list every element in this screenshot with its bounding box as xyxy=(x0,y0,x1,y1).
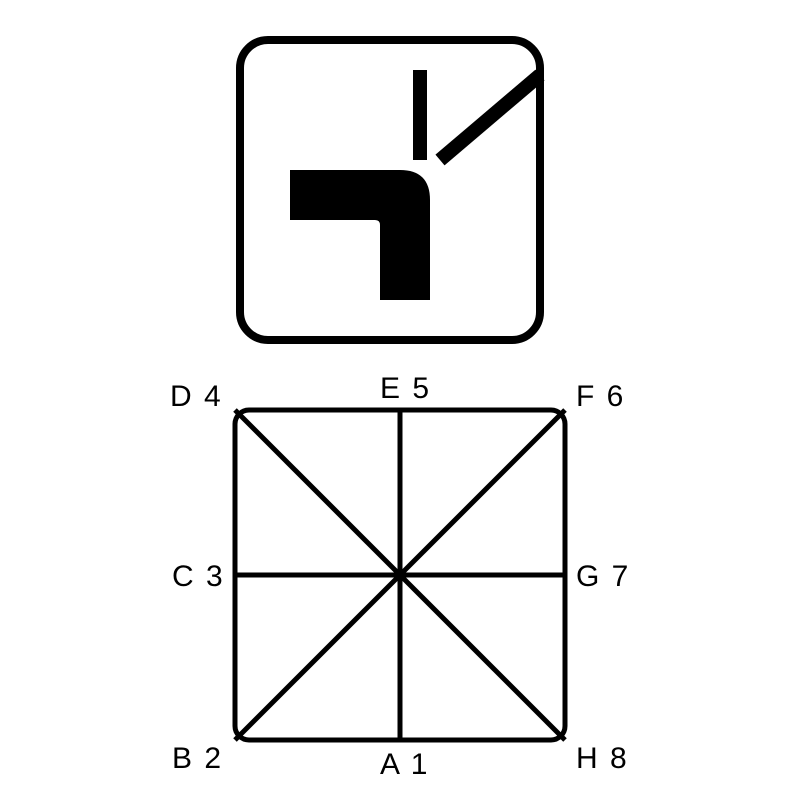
label-g7: G 7 xyxy=(576,560,630,594)
label-d4: D 4 xyxy=(170,380,223,414)
label-c3: C 3 xyxy=(172,560,225,594)
label-b2: B 2 xyxy=(172,742,223,776)
label-f6: F 6 xyxy=(576,380,625,414)
label-h8: H 8 xyxy=(576,742,629,776)
label-a1: A 1 xyxy=(380,748,429,782)
label-e5: E 5 xyxy=(380,372,431,406)
compass-lines xyxy=(235,410,565,740)
diagram-root: A 1 B 2 C 3 D 4 E 5 F 6 G 7 H 8 xyxy=(0,0,800,800)
